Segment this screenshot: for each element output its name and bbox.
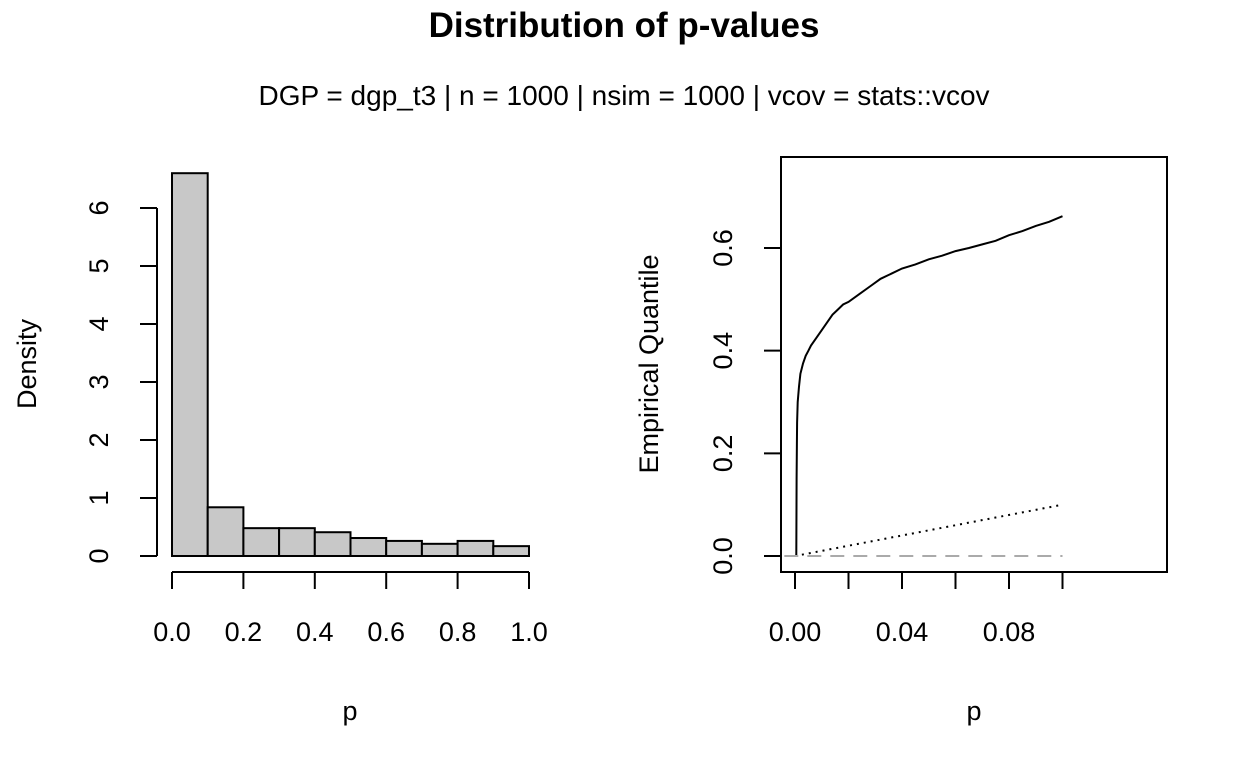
histogram-bar [242, 527, 281, 557]
histogram-bar [420, 542, 459, 558]
histogram-y-tick-label: 5 [84, 258, 114, 273]
histogram-y-tick-label: 6 [84, 200, 114, 215]
chart-subtitle: DGP = dgp_t3 | n = 1000 | nsim = 1000 | … [258, 80, 990, 111]
histogram-y-tick-label: 3 [84, 374, 114, 389]
histogram-x-ticks: 0.0 0.2 0.4 0.6 0.8 1.0 [153, 572, 548, 647]
histogram-bar [349, 537, 388, 558]
histogram-y-tick-label: 0 [84, 548, 114, 563]
quantile-y-tick-label: 0.4 [708, 332, 738, 370]
chart-title: Distribution of p-values [428, 6, 820, 45]
histogram-bar [385, 539, 423, 557]
quantile-y-tick-label: 0.6 [708, 229, 738, 267]
histogram-y-ticks: 0 1 2 3 4 5 6 [84, 200, 157, 564]
histogram-panel: 0 1 2 3 4 5 6 0.0 0.2 0.4 0.6 0.8 1.0 p Density [12, 172, 548, 726]
histogram-x-axis-label: p [342, 696, 357, 726]
quantile-series [784, 215, 1063, 557]
quantile-series-solid-line [795, 215, 1063, 557]
quantile-series-dotted-line [794, 503, 1063, 557]
histogram-x-tick-label: 1.0 [510, 617, 548, 647]
histogram-y-tick-label: 2 [84, 432, 114, 447]
histogram-y-tick-label: 4 [84, 316, 114, 331]
histogram-x-tick-label: 0.4 [296, 617, 334, 647]
quantile-x-tick-label: 0.00 [769, 617, 822, 647]
quantile-y-tick-label: 0.0 [708, 537, 738, 575]
quantile-y-axis-label: Empirical Quantile [634, 254, 664, 473]
histogram-bar [278, 527, 316, 557]
histogram-bar [206, 506, 245, 557]
histogram-bar [492, 545, 530, 558]
histogram-x-tick-label: 0.8 [439, 617, 477, 647]
histogram-y-axis-label: Density [12, 318, 42, 409]
quantile-y-tick-label: 0.2 [708, 435, 738, 473]
histogram-x-tick-label: 0.0 [153, 617, 191, 647]
quantile-plot-frame [780, 156, 1168, 573]
histogram-y-tick-label: 1 [84, 490, 114, 505]
histogram-x-tick-label: 0.2 [225, 617, 263, 647]
quantile-x-ticks: 0.00 0.04 0.08 [769, 572, 1064, 647]
histogram-bar [171, 172, 209, 557]
histogram-bars [171, 172, 530, 558]
quantile-y-ticks: 0.0 0.2 0.4 0.6 [708, 229, 781, 575]
quantile-x-tick-label: 0.04 [876, 617, 929, 647]
histogram-bar [456, 539, 495, 557]
quantile-panel: 0.0 0.2 0.4 0.6 0.00 0.04 0.08 p Empirical Qu… [634, 156, 1168, 726]
histogram-x-tick-label: 0.6 [367, 617, 405, 647]
quantile-x-tick-label: 0.08 [983, 617, 1036, 647]
quantile-x-axis-label: p [966, 696, 981, 726]
histogram-bar [313, 531, 352, 557]
